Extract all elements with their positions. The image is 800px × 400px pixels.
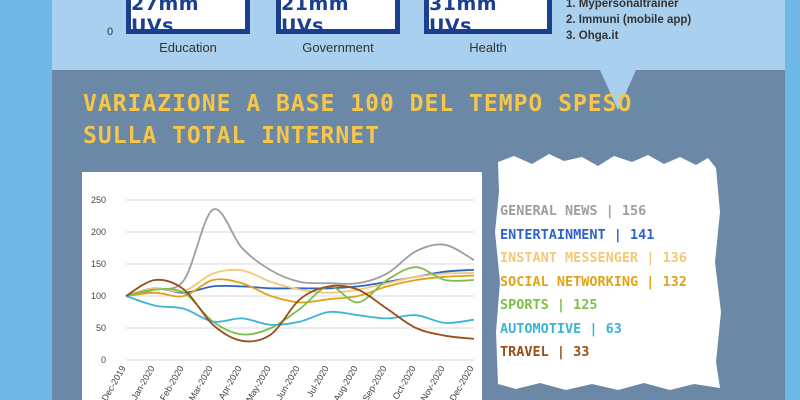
chart-container: 0 50 100 150 200 250 Dec-2019 Jan-2020 Feb-2020 M… [82,172,482,400]
top-axis-zero: 0 [107,26,114,38]
speech-notch [600,70,636,110]
series-line-sports [125,266,475,336]
series-line-social-networking [125,274,475,304]
category-label-government: Government [302,40,374,55]
x-tick-label: Feb-2020 [158,364,186,400]
legend-item: INSTANT MESSENGER | 136 [500,250,687,266]
legend-item: TRAVEL | 33 [500,344,590,360]
y-tick-label: 50 [96,323,106,333]
legend: GENERAL NEWS | 156 ENTERTAINMENT | 141 INS… [500,200,687,365]
x-tick-label: Nov-2020 [419,364,447,400]
x-tick-label: May-2020 [244,364,273,400]
chart-title-line-2: SULLA TOTAL INTERNET [83,123,380,149]
legend-item: ENTERTAINMENT | 141 [500,226,655,243]
legend-item: SOCIAL NETWORKING | 132 [500,273,687,290]
x-tick-label: Jun-2020 [274,364,301,400]
top-list-item: 3. Ohga.it [566,30,619,42]
top-sites-list: 1. Mypersonaltrainer 2. Immuni (mobile a… [566,0,691,44]
y-tick-label: 150 [91,259,106,269]
torn-paper-background [495,154,721,390]
x-tick-label: Jan-2020 [129,364,156,400]
government-uvs-box: 21mm UVs [276,0,400,37]
y-tick-label: 0 [101,355,106,365]
x-tick-label: Dec-2020 [448,364,476,400]
education-uvs-box: 27mm UVs [126,0,250,37]
chart-title-line-1: VARIAZIONE A BASE 100 DEL TEMPO SPESO [83,91,633,117]
x-tick-label: Mar-2020 [187,364,215,400]
health-uvs-box: 31mm UVs [424,0,552,37]
series-line-instant-messenger [125,268,475,297]
x-tick-label: Aug-2020 [332,364,360,400]
x-tick-label: Jul-2020 [305,364,331,399]
top-list-item: 2. Immuni (mobile app) [566,14,692,26]
category-label-education: Education [159,40,217,55]
chart-title: VARIAZIONE A BASE 100 DEL TEMPO SPESO SU… [83,88,632,152]
top-list-item: 1. Mypersonaltrainer [566,0,679,10]
y-tick-label: 250 [91,195,106,205]
series-line-automotive [125,295,475,326]
y-tick-label: 200 [91,227,106,237]
x-tick-label: Dec-2019 [100,364,128,400]
legend-item: GENERAL NEWS | 156 [500,203,647,219]
x-tick-label: Apr-2020 [217,364,244,400]
x-tick-label: Sep-2020 [361,364,389,400]
y-tick-label: 100 [91,291,106,301]
series-line-general-news [125,208,475,297]
category-label-health: Health [469,40,507,55]
legend-item: AUTOMOTIVE | 63 [500,320,622,337]
legend-item: SPORTS | 125 [500,297,598,313]
series-line-travel [125,278,475,343]
x-tick-label: Oct-2020 [391,364,418,400]
